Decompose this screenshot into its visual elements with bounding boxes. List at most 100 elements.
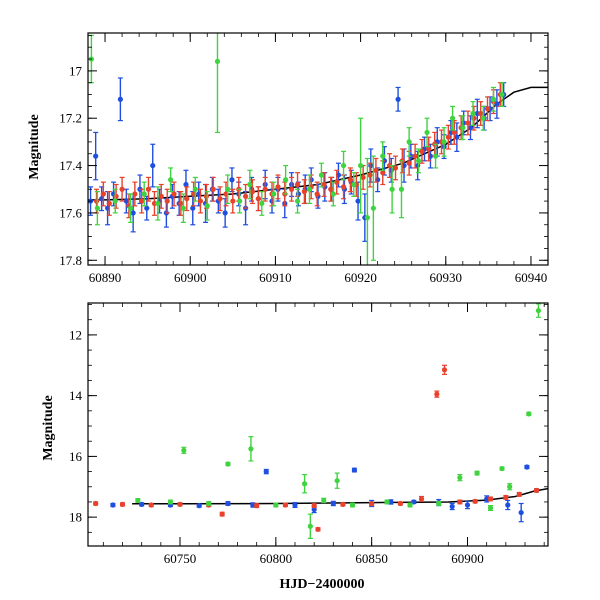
bottom-data-point bbox=[219, 511, 225, 517]
top-data-point bbox=[340, 162, 347, 169]
top-data-point bbox=[106, 200, 112, 207]
bottom-x-tick-label: 60800 bbox=[260, 551, 293, 566]
bottom-data-point bbox=[315, 526, 321, 532]
top-data-point bbox=[283, 177, 289, 183]
bottom-data-point bbox=[505, 502, 511, 508]
top-data-point bbox=[229, 177, 235, 183]
bottom-data-point bbox=[418, 496, 425, 502]
top-data-point bbox=[230, 198, 236, 204]
bottom-data-point bbox=[307, 523, 313, 529]
top-data-point bbox=[259, 200, 265, 207]
bottom-data-point bbox=[484, 496, 490, 502]
top-data-point bbox=[141, 191, 147, 197]
top-data-point bbox=[357, 162, 364, 169]
bottom-data-point bbox=[434, 391, 440, 397]
bottom-data-point bbox=[518, 509, 524, 516]
bottom-x-tick-label: 60750 bbox=[164, 551, 197, 566]
top-series-0 bbox=[88, 77, 507, 242]
top-data-point bbox=[183, 181, 189, 188]
top-data-point bbox=[321, 181, 327, 188]
top-data-point bbox=[360, 174, 366, 181]
bottom-data-point bbox=[464, 502, 471, 508]
top-data-point bbox=[370, 205, 376, 211]
bottom-y-tick-label: 14 bbox=[69, 388, 83, 403]
bottom-data-point bbox=[472, 498, 478, 504]
top-data-point bbox=[351, 181, 357, 188]
bottom-data-point bbox=[503, 494, 509, 500]
top-data-point bbox=[490, 96, 497, 102]
bottom-data-point bbox=[407, 502, 413, 508]
bottom-data-point bbox=[349, 502, 356, 508]
top-data-point bbox=[155, 200, 161, 207]
top-data-point bbox=[330, 191, 336, 197]
bottom-y-tick-label: 18 bbox=[69, 510, 82, 525]
bottom-y-axis-label: Magnitude bbox=[41, 395, 56, 460]
top-data-point bbox=[380, 153, 386, 159]
top-data-point bbox=[214, 58, 221, 65]
top-model-curve bbox=[88, 86, 548, 201]
bottom-data-point bbox=[457, 499, 463, 505]
bottom-data-point bbox=[181, 447, 187, 453]
bottom-data-point bbox=[167, 499, 174, 505]
bottom-x-axis-label: HJD−2400000 bbox=[280, 577, 365, 592]
bottom-data-point bbox=[196, 503, 202, 509]
bottom-data-point bbox=[135, 497, 141, 504]
bottom-data-point bbox=[225, 500, 231, 507]
top-data-point bbox=[275, 184, 281, 190]
top-data-point bbox=[203, 193, 210, 199]
bottom-data-point bbox=[533, 487, 540, 494]
top-data-point bbox=[340, 184, 347, 190]
top-data-point bbox=[130, 210, 136, 216]
top-data-point bbox=[367, 172, 373, 178]
top-data-point bbox=[123, 198, 129, 204]
bottom-data-point bbox=[436, 500, 442, 507]
top-data-point bbox=[271, 191, 277, 197]
bottom-data-point bbox=[499, 465, 505, 472]
top-data-point bbox=[449, 115, 456, 121]
top-panel: Magnitude 60890 60900 60910 60920 60930 60940… bbox=[27, 32, 549, 285]
top-data-point bbox=[373, 167, 379, 173]
bottom-panel: Magnitude HJD−2400000 60750 60800 60850 609… bbox=[41, 302, 549, 592]
top-data-point bbox=[237, 198, 243, 204]
bottom-data-point bbox=[93, 500, 99, 507]
top-data-point bbox=[470, 110, 476, 117]
top-x-tick-label: 60890 bbox=[89, 270, 122, 285]
top-data-point bbox=[380, 170, 386, 176]
top-data-point bbox=[465, 120, 471, 126]
top-data-point bbox=[222, 210, 228, 216]
top-data-point bbox=[180, 205, 187, 211]
bottom-x-tick-label: 60850 bbox=[355, 551, 388, 566]
top-data-point bbox=[262, 186, 268, 192]
top-data-point bbox=[499, 91, 505, 98]
top-series-2 bbox=[88, 33, 505, 265]
top-data-point bbox=[406, 160, 412, 166]
top-data-point bbox=[392, 165, 399, 171]
top-x-tick-label: 60940 bbox=[515, 270, 548, 285]
top-y-tick-label: 17.8 bbox=[59, 253, 82, 268]
bottom-data-point bbox=[311, 506, 317, 513]
bottom-data-point bbox=[119, 501, 126, 507]
top-data-point bbox=[460, 125, 466, 131]
bottom-data-point bbox=[369, 501, 375, 507]
bottom-data-point bbox=[351, 467, 358, 473]
top-data-point bbox=[210, 186, 216, 192]
top-data-point bbox=[301, 189, 307, 195]
bottom-data-point bbox=[225, 461, 231, 467]
bottom-data-point bbox=[330, 500, 336, 507]
bottom-data-point bbox=[110, 502, 116, 508]
top-data-point bbox=[467, 125, 474, 131]
top-data-point bbox=[168, 177, 174, 183]
top-data-point bbox=[406, 139, 412, 145]
bottom-series-1 bbox=[93, 364, 540, 532]
top-data-point bbox=[184, 196, 190, 202]
top-data-point bbox=[314, 191, 320, 197]
bottom-data-point bbox=[311, 503, 317, 509]
top-data-point bbox=[347, 177, 353, 183]
bottom-data-point bbox=[524, 464, 530, 470]
top-y-tick-label: 17.2 bbox=[59, 111, 82, 126]
top-data-point bbox=[294, 198, 301, 204]
top-data-point bbox=[94, 205, 100, 211]
bottom-data-point bbox=[441, 367, 448, 373]
top-data-point bbox=[247, 181, 253, 188]
